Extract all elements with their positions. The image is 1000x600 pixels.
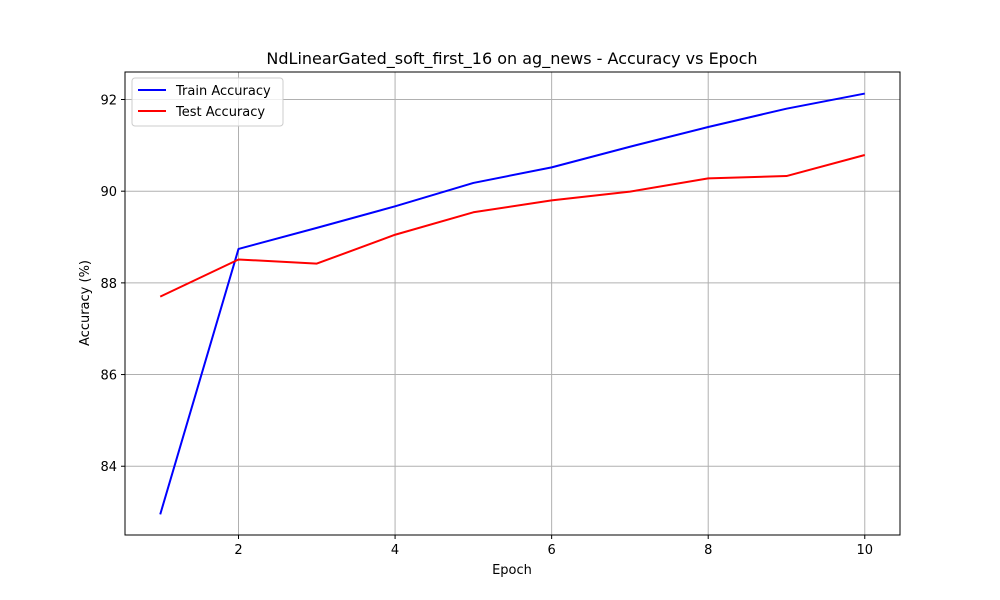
y-tick-label: 88	[100, 277, 117, 292]
x-tick-label: 8	[704, 543, 712, 558]
y-tick-label: 86	[100, 369, 117, 384]
legend: Train Accuracy Test Accuracy	[131, 77, 284, 127]
x-tick-label: 4	[391, 543, 399, 558]
y-tick-label: 90	[100, 185, 117, 200]
chart-title: NdLinearGated_soft_first_16 on ag_news -…	[266, 49, 757, 69]
x-tick-label: 6	[548, 543, 556, 558]
y-tick-label: 84	[100, 460, 117, 475]
series-line-train	[159, 92, 865, 515]
axes: 2 4 6 8 10 84 86 88 90 92	[100, 94, 873, 558]
y-tick-label: 92	[100, 94, 117, 109]
legend-box	[131, 77, 284, 127]
series-lines	[159, 92, 866, 515]
x-axis-label: Epoch	[492, 563, 532, 578]
y-axis-label: Accuracy (%)	[78, 260, 93, 346]
grid-lines	[125, 72, 900, 535]
x-tick-label: 10	[856, 543, 873, 558]
x-tick-label: 2	[234, 543, 242, 558]
plot-frame	[124, 71, 901, 536]
legend-label: Train Accuracy	[175, 84, 271, 99]
legend-label: Test Accuracy	[175, 105, 265, 120]
series-line-test	[159, 154, 866, 298]
